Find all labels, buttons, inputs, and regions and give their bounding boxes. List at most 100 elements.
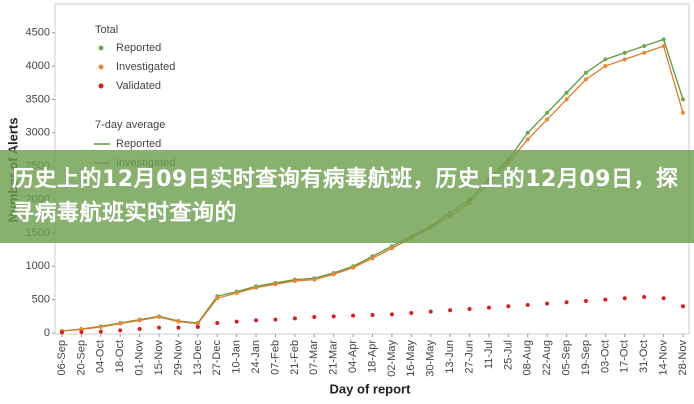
data-point xyxy=(176,319,181,324)
legend-label: Reported xyxy=(116,42,161,54)
x-tick-label: 25-Jul xyxy=(502,340,514,370)
data-point xyxy=(525,130,530,135)
data-point xyxy=(583,70,588,75)
data-point xyxy=(661,37,666,42)
x-tick-label: 13-Jun xyxy=(444,340,456,374)
data-point xyxy=(389,312,394,317)
data-point xyxy=(642,294,647,299)
x-tick-label: 20-Sep xyxy=(75,340,87,375)
data-point xyxy=(603,297,608,302)
data-point xyxy=(681,304,685,309)
x-tick-label: 18-Oct xyxy=(114,340,126,373)
y-tick-label: 3500 xyxy=(26,93,50,105)
x-tick-label: 28-Nov xyxy=(677,340,689,376)
data-point xyxy=(467,306,472,311)
data-point xyxy=(292,316,297,321)
x-tick-label: 24-Jan xyxy=(250,340,262,374)
data-point xyxy=(215,296,220,301)
data-point xyxy=(176,325,181,330)
data-point xyxy=(370,256,375,261)
data-point xyxy=(118,321,123,326)
data-point xyxy=(564,300,569,305)
y-tick-label: 4000 xyxy=(26,60,50,72)
data-point xyxy=(506,304,511,309)
data-point xyxy=(525,302,530,307)
y-tick-label: 4500 xyxy=(26,27,50,39)
x-tick-label: 10-Jan xyxy=(231,340,243,374)
data-point xyxy=(564,90,569,95)
data-point xyxy=(603,64,608,69)
data-point xyxy=(486,305,491,310)
x-tick-label: 31-Oct xyxy=(638,340,650,373)
x-tick-label: 04-Apr xyxy=(347,340,359,373)
data-point xyxy=(137,318,142,323)
data-point xyxy=(273,317,278,322)
data-point xyxy=(370,312,375,317)
y-tick-label: 3000 xyxy=(26,127,50,139)
x-tick-label: 18-Apr xyxy=(366,340,378,373)
data-point xyxy=(331,272,336,277)
x-axis-label: Day of report xyxy=(330,381,412,396)
data-point xyxy=(351,265,356,270)
data-point xyxy=(661,296,666,301)
data-point xyxy=(118,328,123,333)
x-tick-label: 13-Dec xyxy=(192,340,204,376)
x-tick-label: 19-Sep xyxy=(580,340,592,375)
data-point xyxy=(661,44,666,49)
x-tick-label: 07-Feb xyxy=(269,340,281,375)
x-tick-label: 14-Nov xyxy=(658,340,670,376)
data-point xyxy=(234,290,239,295)
x-tick-label: 07-Mar xyxy=(308,340,320,375)
x-tick-label: 27-Jun xyxy=(463,340,475,374)
x-tick-label: 11-Jul xyxy=(483,340,495,369)
data-point xyxy=(273,282,278,287)
data-point xyxy=(195,324,200,329)
data-point xyxy=(622,57,627,62)
x-tick-label: 30-May xyxy=(425,340,437,377)
data-point xyxy=(157,314,162,319)
data-point xyxy=(681,110,685,115)
data-point xyxy=(215,320,220,325)
data-point xyxy=(642,50,647,55)
x-tick-label: 05-Sep xyxy=(560,340,572,375)
data-point xyxy=(545,110,550,115)
x-tick-label: 02-May xyxy=(386,340,398,377)
x-tick-label: 17-Oct xyxy=(619,340,631,373)
data-point xyxy=(622,50,627,55)
data-point xyxy=(98,324,103,329)
legend-label: Investigated xyxy=(116,61,175,73)
x-tick-label: 15-Nov xyxy=(153,340,165,376)
data-point xyxy=(583,77,588,82)
data-point xyxy=(60,330,64,335)
data-point xyxy=(642,44,647,49)
data-point xyxy=(409,310,414,315)
data-point xyxy=(448,308,453,313)
legend-marker xyxy=(98,64,104,70)
data-point xyxy=(195,321,200,326)
x-tick-label: 01-Nov xyxy=(134,340,146,376)
data-point xyxy=(564,97,569,102)
x-tick-label: 21-Mar xyxy=(328,340,340,375)
y-tick-label: 0 xyxy=(44,327,50,339)
data-point xyxy=(681,97,685,102)
data-point xyxy=(137,326,142,331)
x-tick-label: 29-Nov xyxy=(172,340,184,376)
legend-label: Validated xyxy=(116,80,161,92)
data-point xyxy=(312,314,317,319)
legend-label: Reported xyxy=(116,138,161,150)
x-tick-label: 27-Dec xyxy=(211,340,223,376)
data-point xyxy=(157,325,162,330)
data-point xyxy=(331,314,336,319)
y-tick-label: 500 xyxy=(32,294,50,306)
data-point xyxy=(525,137,530,142)
banner: 历史上的12月09日实时查询有病毒航班，历史上的12月09日，探寻病毒航班实时查… xyxy=(0,150,694,243)
data-point xyxy=(545,301,550,306)
data-point xyxy=(428,309,433,314)
legend-marker xyxy=(98,83,104,89)
legend-marker xyxy=(98,45,104,51)
data-point xyxy=(292,278,297,283)
y-tick-label: 1000 xyxy=(26,260,50,272)
data-point xyxy=(98,329,103,334)
data-point xyxy=(583,298,588,303)
